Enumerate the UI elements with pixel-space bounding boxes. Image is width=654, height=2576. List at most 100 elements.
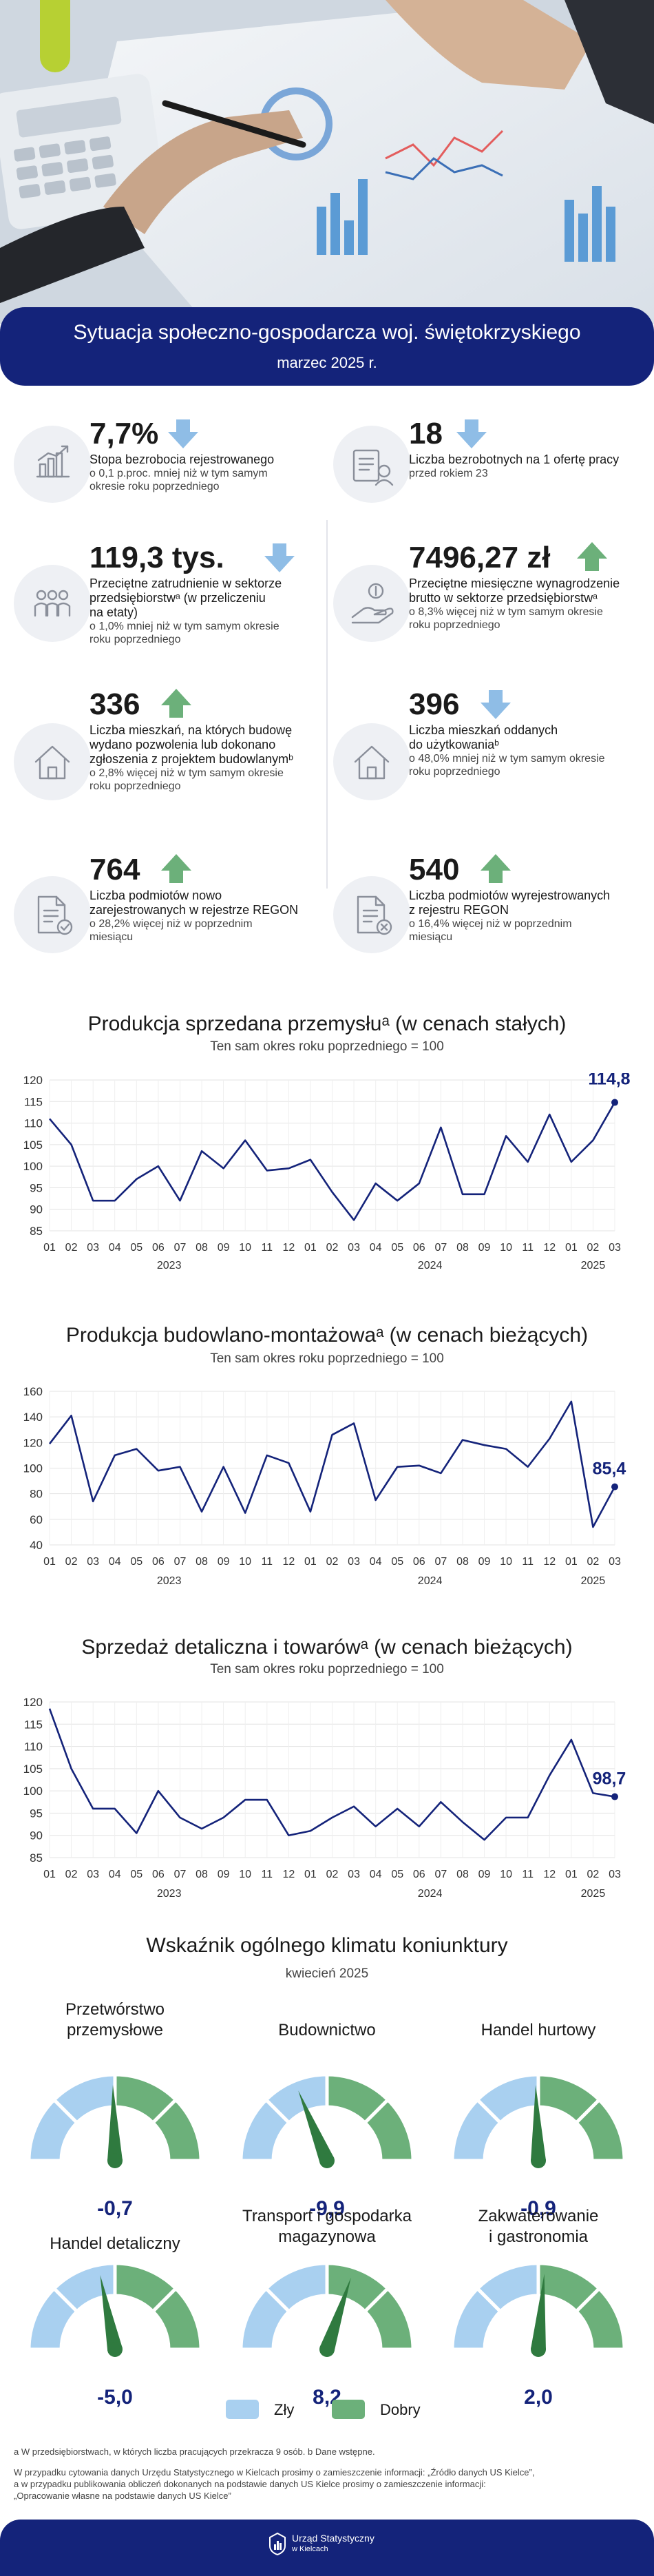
gauge-needle	[107, 2085, 123, 2161]
year-label: 2025	[581, 1575, 606, 1587]
indicator-value: 7496,27 zł	[409, 541, 551, 574]
indicator-description: Liczba podmiotów nowo	[89, 889, 222, 902]
climate-subtitle: kwiecień 2025	[285, 1966, 369, 1981]
y-tick-label: 160	[23, 1385, 43, 1398]
indicator-icon-circle	[333, 426, 410, 503]
last-value-label: 85,4	[593, 1460, 626, 1479]
x-tick-label: 03	[348, 1869, 360, 1880]
x-tick-label: 05	[130, 1242, 143, 1254]
arrow-up-icon	[161, 689, 191, 718]
house-permit-icon	[34, 745, 70, 780]
x-tick-label: 05	[130, 1556, 143, 1568]
chart-subtitle: Ten sam okres roku poprzedniego = 100	[210, 1039, 444, 1054]
indicator-description: Liczba mieszkań oddanych	[409, 723, 558, 737]
gauge-needle-hub	[319, 2342, 335, 2357]
indicator-card: 18 Liczba bezrobotnych na 1 ofertę pracy p…	[333, 417, 640, 554]
page-subtitle: marzec 2025 r.	[277, 354, 377, 371]
x-tick-label: 04	[109, 1869, 121, 1880]
page-title: Sytuacja społeczno-gospodarcza woj. świę…	[73, 321, 581, 344]
x-tick-label: 07	[434, 1869, 447, 1880]
x-tick-label: 02	[587, 1242, 600, 1254]
x-tick-label: 01	[43, 1869, 56, 1880]
climate-gauge	[27, 2261, 203, 2357]
gauge-title: i gastronomia	[488, 2227, 589, 2246]
y-tick-label: 80	[30, 1488, 43, 1501]
x-tick-label: 02	[326, 1242, 339, 1254]
last-value-label: 114,8	[588, 1073, 630, 1089]
climate-gauge	[450, 2261, 626, 2357]
indicator-card: 7,7% Stopa bezrobocia rejestrowanego o 0,1…	[14, 417, 321, 554]
statistics-office-logo-icon	[269, 2532, 286, 2555]
x-tick-label: 09	[478, 1242, 491, 1254]
arrow-up-icon	[161, 854, 191, 883]
x-tick-label: 11	[522, 1556, 534, 1568]
x-tick-label: 08	[456, 1242, 469, 1254]
x-tick-label: 04	[109, 1556, 121, 1568]
x-tick-label: 12	[543, 1556, 556, 1568]
gauge-title: magazynowa	[278, 2227, 376, 2246]
citation-note-2: a w przypadku publikowania obliczeń doko…	[14, 2479, 486, 2489]
x-tick-label: 04	[370, 1556, 382, 1568]
gauge-title: Zakwaterowanie	[478, 2207, 599, 2225]
x-tick-label: 02	[326, 1869, 339, 1880]
y-tick-label: 100	[23, 1785, 43, 1798]
indicators-divider	[326, 520, 328, 889]
indicator-value: 119,3 tys.	[89, 541, 224, 574]
indicator-icon-circle	[14, 565, 91, 642]
gauge-needle	[298, 2090, 335, 2164]
logo-line-2: w Kielcach	[292, 2545, 328, 2553]
y-tick-label: 90	[30, 1829, 43, 1842]
x-tick-label: 06	[152, 1556, 165, 1568]
x-tick-label: 10	[500, 1869, 512, 1880]
year-label: 2023	[157, 1260, 182, 1271]
y-tick-label: 110	[24, 1741, 43, 1754]
indicator-icon-circle	[14, 426, 91, 503]
x-tick-label: 12	[543, 1242, 556, 1254]
y-tick-label: 105	[23, 1763, 43, 1776]
indicator-description: Stopa bezrobocia rejestrowanego	[89, 453, 275, 466]
arrow-down-icon	[481, 690, 511, 719]
y-tick-label: 60	[30, 1513, 43, 1526]
x-tick-label: 09	[218, 1869, 230, 1880]
gauge-needle	[319, 2277, 351, 2352]
indicator-card: 336 Liczba mieszkań, na których budowę wyd…	[14, 687, 321, 825]
year-label: 2025	[581, 1260, 606, 1271]
legend-swatch-good	[332, 2400, 365, 2419]
x-tick-label: 07	[434, 1242, 447, 1254]
gauge-title: Budownictwo	[278, 2021, 376, 2039]
citation-note-1: W przypadku cytowania danych Urzędu Stat…	[14, 2467, 535, 2478]
x-tick-label: 01	[304, 1556, 317, 1568]
x-tick-label: 02	[65, 1242, 78, 1254]
x-tick-label: 05	[391, 1869, 403, 1880]
indicator-comparison: o 1,0% mniej niż w tym samym okresie	[89, 621, 279, 632]
x-tick-label: 05	[391, 1242, 403, 1254]
indicator-comparison: o 2,8% więcej niż w tym samym okresie	[89, 767, 284, 779]
x-tick-label: 12	[282, 1556, 295, 1568]
x-tick-label: 02	[587, 1556, 600, 1568]
y-tick-label: 110	[24, 1117, 43, 1130]
year-label: 2024	[418, 1260, 443, 1271]
x-tick-label: 04	[370, 1242, 382, 1254]
indicator-icon-circle	[14, 876, 91, 953]
indicator-icon-circle	[333, 876, 410, 953]
gauge-needle-hub	[107, 2153, 123, 2168]
y-tick-label: 85	[30, 1851, 43, 1865]
indicator-icon-circle	[333, 565, 410, 642]
arrow-up-icon	[481, 854, 511, 883]
indicator-value: 18	[409, 417, 443, 450]
chart-subtitle: Ten sam okres roku poprzedniego = 100	[210, 1351, 444, 1366]
indicator-comparison: o 28,2% więcej niż w poprzednim	[89, 918, 253, 930]
chart-title: Sprzedaż detaliczna i towarówᵃ (w cenach…	[81, 1636, 573, 1659]
gauge-segment	[150, 2097, 203, 2163]
y-tick-label: 105	[23, 1139, 43, 1152]
x-tick-label: 06	[413, 1556, 425, 1568]
y-tick-label: 120	[23, 1436, 43, 1449]
year-label: 2024	[418, 1575, 443, 1587]
climate-gauge	[27, 2073, 203, 2168]
x-tick-label: 10	[500, 1242, 512, 1254]
gauge-title: przemysłowe	[66, 2021, 164, 2039]
x-tick-label: 01	[304, 1869, 317, 1880]
gauge-segment	[573, 2286, 626, 2351]
indicator-value: 336	[89, 687, 140, 721]
x-tick-label: 08	[196, 1869, 208, 1880]
